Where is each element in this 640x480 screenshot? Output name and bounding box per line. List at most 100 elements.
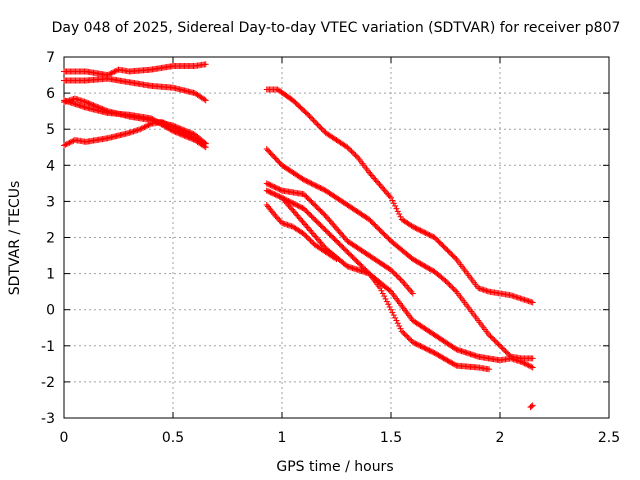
data-point (449, 284, 456, 291)
data-point (393, 205, 400, 212)
data-point (282, 196, 289, 203)
data-point (185, 134, 192, 141)
data-point (307, 179, 314, 186)
data-point (503, 349, 510, 356)
data-point (423, 230, 430, 237)
data-point (189, 130, 196, 137)
data-point (323, 228, 330, 235)
data-point (367, 171, 374, 178)
data-point (335, 227, 342, 234)
data-point (449, 252, 456, 259)
data-point (272, 212, 279, 219)
data-point (449, 360, 456, 367)
data-point (528, 403, 535, 410)
data-point (312, 202, 319, 209)
data-point (170, 122, 176, 129)
data-point (178, 131, 185, 138)
data-point (409, 256, 416, 263)
data-point (313, 120, 320, 127)
data-point (177, 125, 184, 132)
data-point (340, 233, 347, 240)
data-point (526, 363, 533, 370)
data-point (452, 254, 459, 261)
data-point (502, 348, 509, 355)
data-point (434, 237, 441, 244)
data-point (309, 200, 316, 207)
data-point (62, 141, 69, 148)
data-point (155, 119, 162, 126)
data-point (302, 177, 309, 184)
data-point (447, 283, 454, 290)
data-point (279, 194, 285, 201)
data-point (280, 195, 287, 202)
data-point (142, 123, 149, 130)
data-point (495, 341, 502, 348)
data-point (372, 222, 379, 229)
data-point (448, 251, 455, 258)
y-tick-label: 7 (46, 50, 55, 66)
y-tick-label: 1 (46, 267, 55, 283)
data-points (61, 61, 536, 411)
data-point (302, 192, 309, 199)
data-point (336, 241, 343, 248)
data-point (305, 179, 312, 186)
x-tick-label: 2.5 (598, 430, 620, 446)
data-point (311, 215, 318, 222)
data-point (266, 188, 273, 195)
data-point (67, 139, 74, 146)
data-point (376, 181, 383, 188)
data-point (344, 144, 351, 151)
data-point (273, 192, 280, 199)
data-point (400, 329, 407, 336)
data-point (322, 227, 329, 234)
data-point (161, 122, 168, 129)
data-point (389, 197, 396, 204)
data-point (273, 214, 280, 221)
data-point (443, 245, 450, 252)
data-point (326, 231, 333, 238)
y-axis: -3 -2 -1 0 1 2 3 4 5 6 7 (41, 50, 609, 427)
data-point (366, 216, 373, 223)
data-point (302, 206, 309, 213)
data-point (405, 285, 412, 292)
data-point (438, 353, 445, 360)
data-point (275, 215, 282, 222)
data-point (304, 209, 311, 216)
data-point (332, 224, 339, 231)
data-point (303, 110, 310, 117)
data-point (286, 203, 293, 210)
data-point (314, 183, 321, 190)
data-point (320, 186, 327, 193)
data-point (414, 226, 421, 233)
data-point (271, 154, 278, 161)
data-point (276, 193, 283, 200)
data-point (273, 185, 280, 192)
data-point (335, 240, 342, 247)
data-point (157, 120, 164, 127)
data-point (152, 117, 159, 124)
data-point (339, 232, 346, 239)
data-point (323, 214, 330, 221)
data-point (345, 250, 352, 257)
data-point (450, 285, 457, 292)
data-point (386, 193, 393, 200)
data-point (163, 124, 170, 131)
data-point (417, 260, 424, 267)
data-point (171, 128, 178, 135)
x-tick-label: 0 (60, 430, 69, 446)
data-point (295, 214, 302, 221)
data-point (290, 208, 297, 215)
data-point (289, 206, 296, 213)
data-point (370, 173, 377, 180)
data-point (452, 345, 459, 352)
data-point (409, 290, 416, 297)
data-point (336, 229, 343, 236)
data-point (393, 317, 400, 324)
data-point (429, 348, 436, 355)
data-point (422, 263, 429, 270)
data-point (448, 359, 455, 366)
data-point (300, 176, 307, 183)
data-point (364, 269, 371, 276)
data-point (446, 281, 453, 288)
data-point (492, 338, 499, 345)
